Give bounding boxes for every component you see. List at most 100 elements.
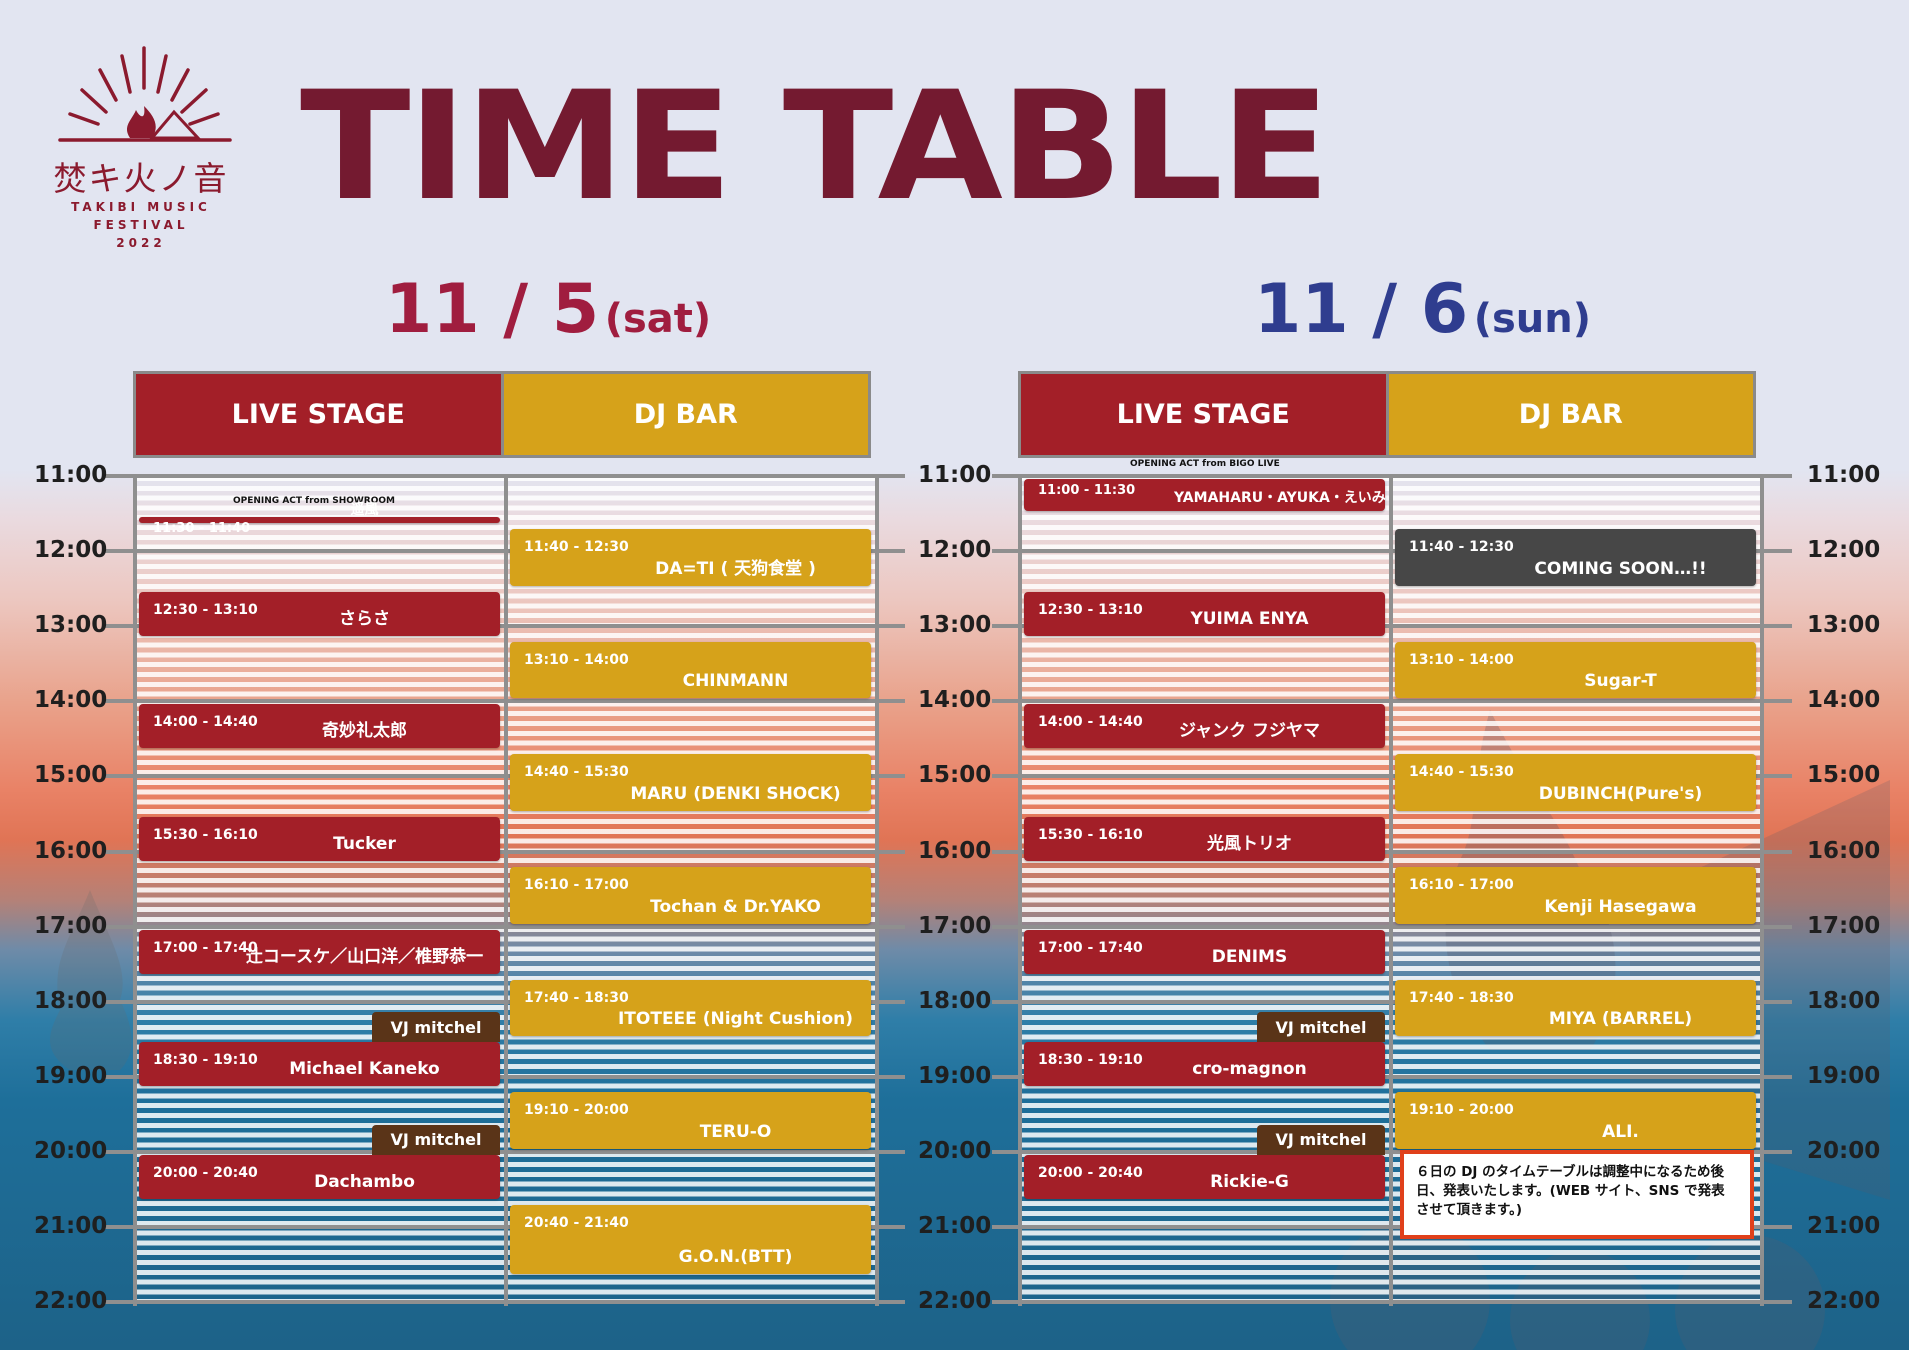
time-label-middle: 16:00 [918, 837, 992, 864]
opening-act-label: OPENING ACT from SHOWROOM [233, 495, 395, 506]
time-label-middle: 17:00 [918, 912, 992, 939]
dj-bar-slot[interactable]: 11:40 - 12:30 DA=TI ( 天狗食堂 ) [510, 529, 871, 586]
slot-artist-name: DA=TI ( 天狗食堂 ) [655, 558, 816, 579]
day1-stage-headers: LIVE STAGE DJ BAR [133, 371, 871, 458]
time-label-right: 18:00 [1807, 987, 1881, 1014]
hour-line [992, 1149, 1792, 1154]
live-stage-slot[interactable]: 12:30 - 13:10 さらさ [139, 591, 500, 636]
time-label-right: 17:00 [1807, 912, 1881, 939]
slot-artist-name: 辻コースケ／山口洋／椎野恭一 [245, 946, 484, 967]
time-label-right: 12:00 [1807, 537, 1881, 564]
live-stage-slot[interactable]: 20:00 - 20:40 Dachambo [139, 1154, 500, 1199]
live-stage-slot[interactable]: 18:30 - 19:10 Michael Kaneko [139, 1042, 500, 1087]
day1-live-stage-header: LIVE STAGE [136, 374, 501, 455]
day2-live-stage-header: LIVE STAGE [1021, 374, 1386, 455]
hour-line [105, 849, 905, 854]
dj-bar-slot[interactable]: 19:10 - 20:00 ALI. [1395, 1092, 1756, 1149]
time-label-left: 19:00 [34, 1062, 108, 1089]
slot-artist-name: Kenji Hasegawa [1544, 896, 1697, 917]
time-label-right: 20:00 [1807, 1137, 1881, 1164]
hour-line [992, 624, 1792, 629]
time-label-left: 20:00 [34, 1137, 108, 1164]
dj-bar-slot[interactable]: 13:10 - 14:00 CHINMANN [510, 641, 871, 699]
dj-bar-slot[interactable]: 17:40 - 18:30 MIYA (BARREL) [1395, 979, 1756, 1037]
slot-artist-name: 光風トリオ [1207, 834, 1292, 854]
slot-artist-name: cro-magnon [1192, 1059, 1307, 1080]
time-label-middle: 13:00 [918, 612, 992, 639]
hour-line [992, 1225, 1792, 1229]
dj-bar-slot[interactable]: 19:10 - 20:00 TERU-O [510, 1092, 871, 1149]
live-stage-slot[interactable]: 12:30 - 13:10 YUIMA ENYA [1024, 591, 1385, 636]
dj-bar-slot[interactable]: 11:40 - 12:30 COMING SOON…!! [1395, 529, 1756, 586]
dj-bar-slot[interactable]: 14:40 - 15:30 DUBINCH(Pure's) [1395, 754, 1756, 811]
slot-artist-name: ジャンク フジヤマ [1178, 721, 1321, 742]
hour-line [105, 474, 905, 478]
dj-bar-slot[interactable]: 14:40 - 15:30 MARU (DENKI SHOCK) [510, 754, 871, 811]
time-label-middle: 19:00 [918, 1062, 992, 1089]
time-label-right: 13:00 [1807, 612, 1881, 639]
time-label-middle: 18:00 [918, 987, 992, 1014]
slot-time: 16:10 - 17:00 [1409, 877, 1514, 894]
live-stage-slot[interactable]: 14:00 - 14:40 奇妙礼太郎 [139, 704, 500, 749]
grid-vertical-line [504, 476, 508, 1306]
slot-artist-name: ITOTEEE (Night Cushion) [617, 1009, 854, 1030]
live-stage-slot[interactable]: 15:30 - 16:10 光風トリオ [1024, 816, 1385, 861]
live-stage-slot[interactable]: 17:00 - 17:40 DENIMS [1024, 929, 1385, 974]
time-label-middle: 22:00 [918, 1288, 992, 1315]
hour-line [992, 1300, 1792, 1305]
slot-artist-name: CHINMANN [682, 671, 789, 692]
day2-weekday: (sun) [1473, 296, 1592, 342]
dj-bar-slot[interactable]: 16:10 - 17:00 Kenji Hasegawa [1395, 867, 1756, 924]
grid-vertical-line [1760, 476, 1764, 1306]
time-label-middle: 11:00 [918, 462, 992, 488]
live-stage-slot[interactable]: 11:30 - 11:40 遥風 [139, 502, 500, 536]
slot-time: 11:00 - 11:30 [1038, 483, 1136, 498]
slot-artist-name: Sugar-T [1584, 671, 1657, 692]
slot-time: 13:10 - 14:00 [524, 651, 629, 668]
hour-line [992, 849, 1792, 854]
live-stage-slot[interactable]: 17:00 - 17:40 辻コースケ／山口洋／椎野恭一 [139, 929, 500, 974]
slot-time: 15:30 - 16:10 [153, 826, 258, 843]
bonfire-logo-icon [58, 46, 232, 142]
slot-time: 20:00 - 20:40 [153, 1164, 258, 1181]
hour-line [105, 999, 905, 1004]
slot-time: 15:30 - 16:10 [1038, 826, 1143, 843]
logo-english-line2: FESTIVAL [93, 218, 189, 232]
hour-line [105, 1225, 905, 1229]
slot-artist-name: Dachambo [314, 1171, 415, 1192]
live-stage-slot[interactable]: 14:00 - 14:40 ジャンク フジヤマ [1024, 704, 1385, 749]
dj-bar-slot[interactable]: 20:40 - 21:40 G.O.N.(BTT) [510, 1204, 871, 1275]
slot-time: 12:30 - 13:10 [1038, 601, 1143, 618]
slot-artist-name: Tucker [333, 834, 396, 854]
day2-dj-bar-header: DJ BAR [1388, 374, 1753, 455]
slot-time: 16:10 - 17:00 [524, 877, 629, 894]
hour-line [992, 999, 1792, 1004]
vj-tag: VJ mitchel [372, 1012, 500, 1043]
time-label-right: 19:00 [1807, 1062, 1881, 1089]
live-stage-slot[interactable]: 15:30 - 16:10 Tucker [139, 816, 500, 861]
hour-line [105, 1300, 905, 1305]
slot-time: 11:40 - 12:30 [1409, 539, 1514, 556]
live-stage-slot[interactable]: 18:30 - 19:10 cro-magnon [1024, 1042, 1385, 1087]
logo-year: 2022 [116, 236, 166, 250]
logo-english-line1: TAKIBI MUSIC [71, 200, 211, 214]
time-label-left: 22:00 [34, 1288, 108, 1315]
time-label-left: 17:00 [34, 912, 108, 939]
slot-time: 19:10 - 20:00 [1409, 1102, 1514, 1119]
slot-time: 20:40 - 21:40 [524, 1214, 629, 1231]
slot-time: 18:30 - 19:10 [153, 1052, 258, 1069]
time-label-right: 22:00 [1807, 1288, 1881, 1315]
live-stage-slot[interactable]: 20:00 - 20:40 Rickie-G [1024, 1154, 1385, 1199]
hour-line [992, 924, 1792, 929]
day2-stage-headers: LIVE STAGE DJ BAR [1018, 371, 1756, 458]
dj-bar-slot[interactable]: 16:10 - 17:00 Tochan & Dr.YAKO [510, 867, 871, 924]
live-stage-slot[interactable]: 11:00 - 11:30 YAMAHARU・AYUKA・えいみ [1024, 479, 1386, 511]
dj-bar-slot[interactable]: 17:40 - 18:30 ITOTEEE (Night Cushion) [510, 979, 871, 1037]
bonfire-silhouette-left [50, 890, 132, 1070]
slot-artist-name: さらさ [339, 608, 390, 629]
time-label-middle: 21:00 [918, 1213, 992, 1239]
vj-tag: VJ mitchel [1257, 1012, 1385, 1043]
day1-weekday: (sat) [604, 296, 712, 342]
slot-time: 12:30 - 13:10 [153, 601, 258, 618]
dj-bar-slot[interactable]: 13:10 - 14:00 Sugar-T [1395, 641, 1756, 699]
